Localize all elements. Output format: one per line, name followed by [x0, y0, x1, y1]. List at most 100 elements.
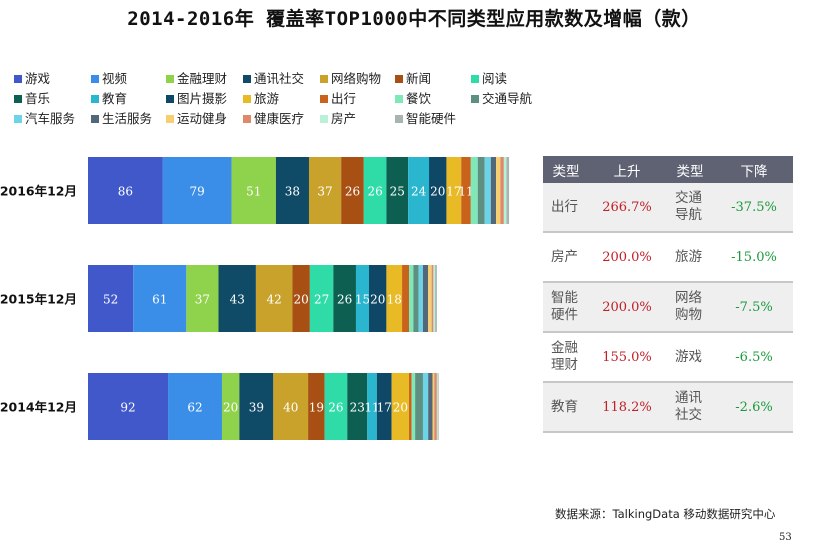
bar-segment: [506, 157, 510, 224]
bar-segment: [431, 265, 434, 332]
bar-segment: [239, 373, 274, 440]
bar-segment: [477, 157, 485, 224]
category-label: 2015年12月: [0, 292, 77, 307]
bar-segment: [435, 265, 437, 332]
legend-item: 旅游: [243, 88, 279, 107]
growth-table: 类型 上升 类型 下降 出行 266.7% 交通导航 -37.5% 房产 200…: [543, 156, 793, 433]
legend-swatch: [14, 95, 22, 103]
bar-segment: [367, 373, 377, 440]
bar-segment: [88, 157, 163, 224]
legend-item: 视频: [91, 68, 127, 87]
rise-value: 200.0%: [589, 232, 665, 283]
data-label: 11: [458, 185, 473, 199]
legend-item: 智能硬件: [395, 108, 456, 127]
rise-type: 智能硬件: [551, 290, 578, 323]
bar-segment: [436, 373, 438, 440]
bar-segment: [369, 265, 387, 332]
legend-swatch: [395, 75, 403, 83]
legend-item: 新闻: [395, 68, 431, 87]
data-label: 37: [317, 185, 332, 199]
legend-swatch: [14, 115, 22, 123]
header-type-down: 类型: [665, 156, 715, 183]
data-label: 20: [223, 401, 238, 415]
bar-segment: [428, 265, 432, 332]
bar-segment: [432, 373, 435, 440]
data-label: 26: [337, 293, 352, 307]
bar-segment: [221, 373, 240, 440]
legend-label: 运动健身: [177, 111, 228, 126]
legend-swatch: [166, 75, 174, 83]
legend-item: 交通导航: [471, 88, 532, 107]
table-row: 智能硬件 200.0% 网络购物 -7.5%: [543, 282, 793, 333]
legend-label: 金融理财: [177, 71, 228, 86]
category-label: 2014年12月: [0, 400, 77, 415]
legend-swatch: [320, 115, 328, 123]
bar-segment: [446, 157, 462, 224]
legend-item: 网络购物: [320, 68, 381, 87]
rise-value: 155.0%: [589, 332, 665, 383]
bar-segment: [88, 265, 134, 332]
fall-value: -6.5%: [715, 332, 793, 383]
fall-type: 交通导航: [675, 190, 702, 223]
bar-segment: [218, 265, 256, 332]
data-label: 26: [328, 401, 343, 415]
legend-label: 房产: [331, 111, 357, 126]
bar-segment: [413, 265, 419, 332]
legend-item: 阅读: [471, 68, 507, 87]
legend-label: 健康医疗: [254, 111, 305, 126]
legend-item: 金融理财: [166, 68, 227, 87]
legend-label: 餐饮: [406, 91, 432, 106]
bar-segment: [484, 157, 491, 224]
legend-swatch: [243, 115, 251, 123]
bar-segment: [503, 157, 507, 224]
page-number: 53: [779, 532, 792, 543]
bar-segment: [386, 157, 409, 224]
rise-type: 教育: [551, 398, 578, 415]
data-label: 11: [364, 401, 379, 415]
bar-segment: [391, 373, 410, 440]
bar-segment: [347, 373, 368, 440]
table-row: 房产 200.0% 旅游 -15.0%: [543, 232, 793, 283]
bar-segment: [308, 373, 325, 440]
table-header-row: 类型 上升 类型 下降: [543, 156, 793, 183]
legend-label: 阅读: [482, 71, 508, 86]
bar-segment: [255, 265, 293, 332]
legend-swatch: [471, 95, 479, 103]
header-up: 上升: [589, 156, 665, 183]
bar-segment: [422, 373, 429, 440]
data-label: 24: [411, 185, 427, 199]
data-label: 20: [393, 401, 408, 415]
data-label: 23: [350, 401, 365, 415]
data-label: 43: [230, 293, 245, 307]
fall-type: 网络购物: [675, 290, 702, 323]
bar-segment: [273, 373, 309, 440]
rise-type: 金融理财: [551, 340, 578, 373]
fall-type: 游戏: [675, 348, 702, 365]
legend-swatch: [320, 75, 328, 83]
legend-label: 生活服务: [102, 111, 153, 126]
bar-segment: [363, 157, 387, 224]
legend-item: 餐饮: [395, 88, 431, 107]
data-label: 19: [309, 401, 324, 415]
bar-segment: [186, 265, 219, 332]
rise-type: 房产: [551, 248, 578, 265]
header-type-up: 类型: [543, 156, 589, 183]
bar-segment: [415, 373, 423, 440]
data-label: 17: [446, 185, 461, 199]
bar-segment: [341, 157, 364, 224]
data-source: 数据来源：TalkingData 移动数据研究中心: [555, 507, 776, 521]
legend-label: 图片摄影: [177, 91, 228, 106]
bar-segment: [333, 265, 356, 332]
legend-label: 视频: [102, 71, 128, 86]
legend-item: 教育: [91, 88, 127, 107]
bar-segment: [470, 157, 478, 224]
legend-swatch: [395, 115, 403, 123]
data-label: 61: [152, 293, 167, 307]
legend-label: 音乐: [25, 91, 51, 106]
legend-swatch: [243, 75, 251, 83]
data-label: 17: [377, 401, 392, 415]
bar-segment: [409, 373, 412, 440]
bar-segment: [275, 157, 309, 224]
data-label: 26: [345, 185, 360, 199]
